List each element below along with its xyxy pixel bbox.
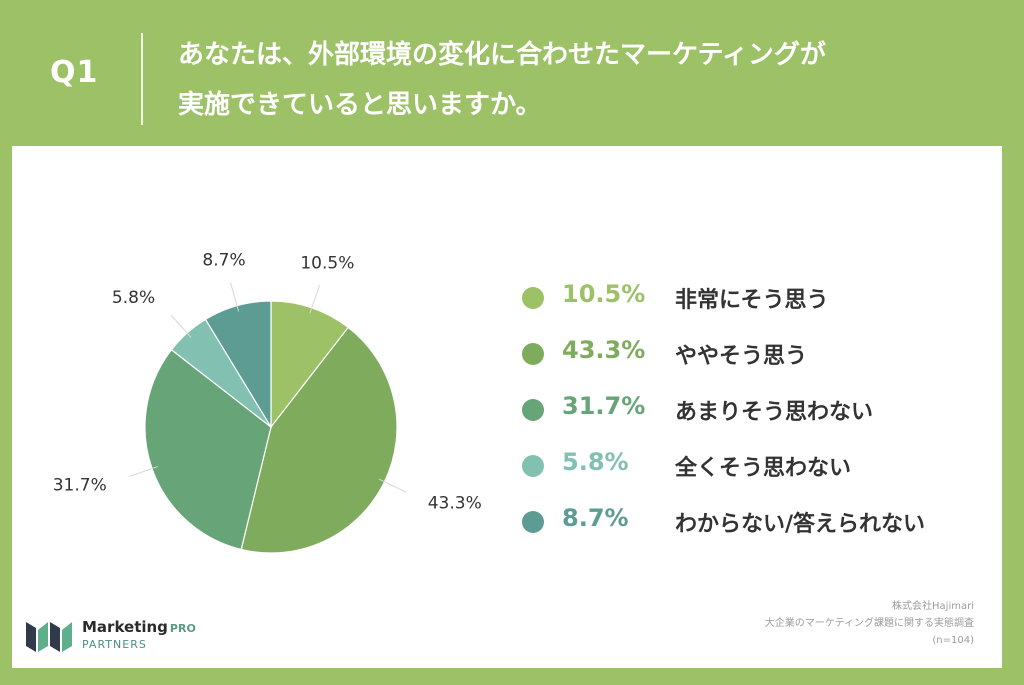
legend-item-0: 10.5% 非常にそう思う [520, 278, 990, 334]
question-number: Q1 [50, 55, 99, 90]
legend-item-2: 31.7% あまりそう思わない [520, 390, 990, 446]
logo-brand-suffix: PRO [169, 622, 196, 635]
source-survey: 大企業のマーケティング課題に関する実態調査 [764, 618, 974, 629]
pie-leader-line-2 [129, 466, 158, 477]
question-line-2: 実施できていると思いますか。 [178, 90, 542, 120]
logo-brand: Marketing PRO [82, 618, 196, 636]
legend-label-3: 全くそう思わない [675, 456, 852, 481]
source-company: 株式会社Hajimari [892, 601, 974, 612]
legend: 10.5% 非常にそう思う 43.3% ややそう思う 31.7% あまりそう思わない 5.8… [520, 278, 990, 558]
legend-percent-4: 8.7% [562, 504, 629, 532]
header: Q1 あなたは、外部環境の変化に合わせたマーケティングが 実施できていると思いま… [0, 0, 1024, 145]
question-title: あなたは、外部環境の変化に合わせたマーケティングが 実施できていると思いますか。 [178, 30, 978, 130]
question-line-1: あなたは、外部環境の変化に合わせたマーケティングが [178, 40, 826, 70]
logo-mark-icon [26, 622, 72, 652]
logo: Marketing PRO PARTNERS [26, 616, 226, 658]
legend-label-1: ややそう思う [675, 344, 808, 369]
legend-item-1: 43.3% ややそう思う [520, 334, 990, 390]
pie-data-label-2: 31.7% [53, 475, 107, 495]
pie-leader-line-1 [378, 478, 407, 493]
legend-percent-3: 5.8% [562, 448, 629, 476]
legend-dot-0 [522, 287, 544, 309]
chart-card: 10.5% 43.3% 31.7% 5.8% 8.7% 10.5% 非常にそう思う 43.3… [12, 146, 1002, 668]
pie-data-label-1: 43.3% [428, 494, 482, 514]
legend-label-2: あまりそう思わない [675, 400, 874, 425]
legend-dot-4 [522, 511, 544, 533]
logo-brand-name: Marketing [82, 618, 168, 636]
pie-leader-line-0 [309, 284, 321, 314]
legend-label-0: 非常にそう思う [675, 288, 829, 313]
pie-leader-line-4 [230, 282, 240, 312]
pie-chart: 10.5% 43.3% 31.7% 5.8% 8.7% [53, 250, 482, 554]
source-sample-size: (n=104) [932, 635, 974, 646]
legend-percent-1: 43.3% [562, 336, 646, 364]
legend-dot-2 [522, 399, 544, 421]
legend-item-3: 5.8% 全くそう思わない [520, 446, 990, 502]
pie-leader-line-3 [170, 314, 192, 338]
legend-item-4: 8.7% わからない/答えられない [520, 502, 990, 558]
legend-dot-1 [522, 343, 544, 365]
pie-data-label-4: 8.7% [202, 250, 245, 270]
source-note: 株式会社Hajimari 大企業のマーケティング課題に関する実態調査 (n=10… [765, 598, 974, 649]
pie-data-label-0: 10.5% [300, 253, 354, 273]
pie-data-label-3: 5.8% [112, 288, 155, 308]
legend-percent-0: 10.5% [562, 280, 646, 308]
header-divider [141, 33, 143, 125]
logo-subtitle: PARTNERS [82, 638, 147, 651]
legend-label-4: わからない/答えられない [675, 512, 926, 537]
legend-percent-2: 31.7% [562, 392, 646, 420]
legend-dot-3 [522, 455, 544, 477]
